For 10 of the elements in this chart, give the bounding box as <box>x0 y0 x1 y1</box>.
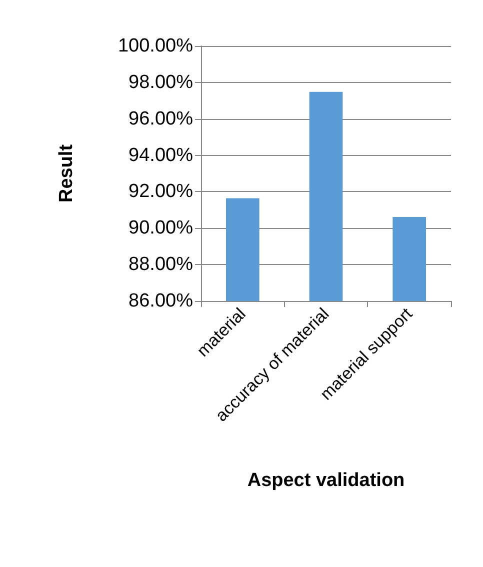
y-tick-label: 86.00% <box>128 290 194 312</box>
y-tick-label: 100.00% <box>118 36 194 56</box>
y-tick-label: 94.00% <box>128 144 194 166</box>
y-tick-label: 92.00% <box>128 181 194 202</box>
y-tick-label: 90.00% <box>128 218 194 239</box>
y-tick-label: 96.00% <box>128 108 194 130</box>
x-axis-title: Aspect validation <box>247 470 405 491</box>
y-tick-label: 98.00% <box>128 72 194 93</box>
y-tick-label: 88.00% <box>128 254 194 276</box>
y-axis-title: Result <box>56 144 77 203</box>
